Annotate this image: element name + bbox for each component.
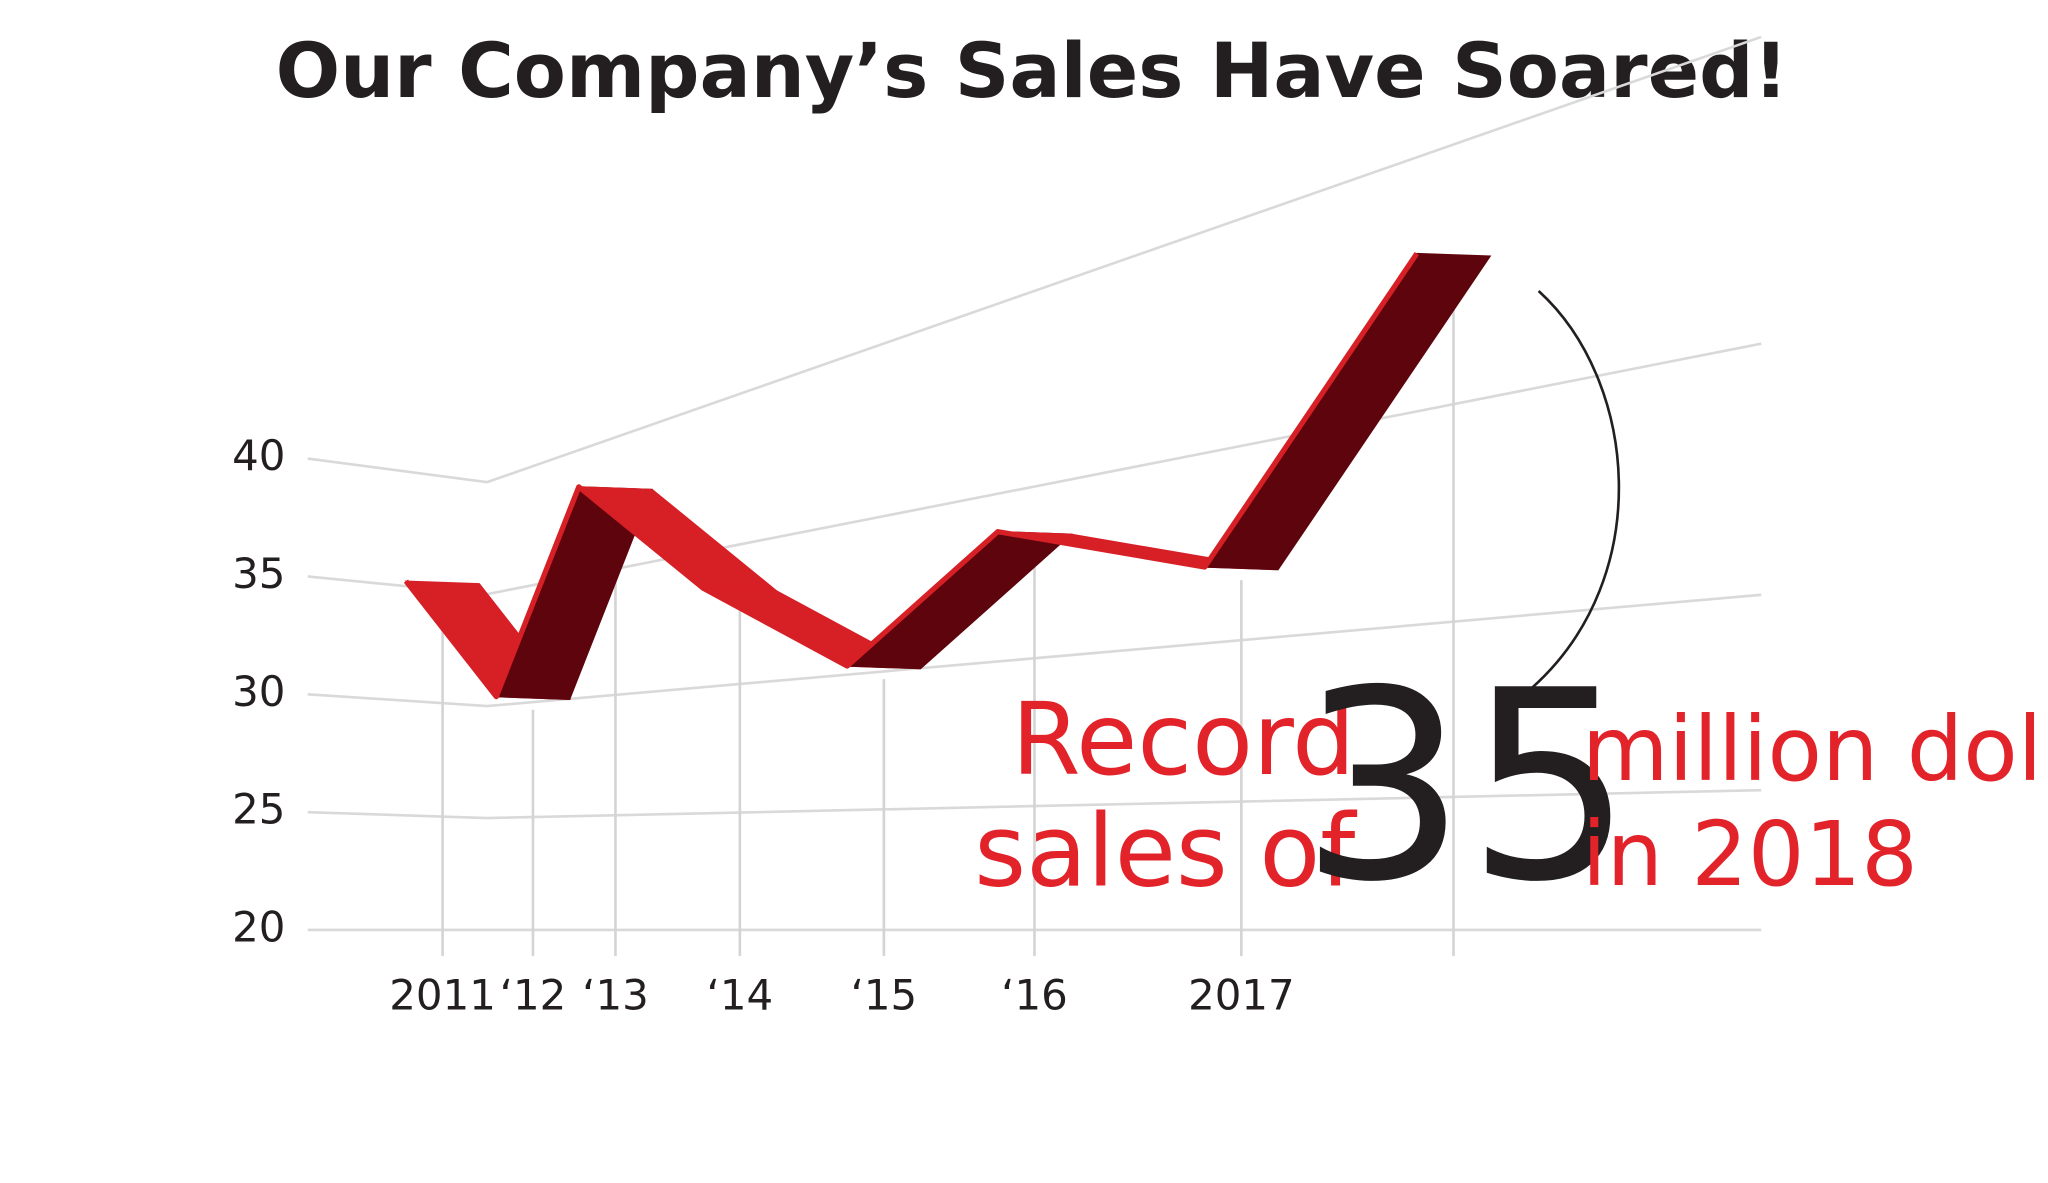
annotation-arc — [1531, 290, 1621, 689]
chart-title: Our Company’s Sales Have Soared! — [276, 27, 1789, 115]
ribbon-segment — [1203, 252, 1492, 571]
grid — [307, 35, 1762, 957]
ribbon-edge — [403, 252, 1420, 700]
x-tick-label: ‘15 — [851, 971, 918, 1020]
x-tick-label: ‘16 — [1001, 971, 1068, 1020]
plot — [403, 252, 1492, 700]
annotation-text: in 2018 — [1582, 802, 1918, 906]
x-tick-label: ‘14 — [707, 971, 774, 1020]
annotation-text: million dol — [1582, 697, 2043, 801]
y-tick-label: 30 — [232, 667, 285, 716]
y-tick-label: 20 — [232, 902, 285, 951]
ribbon-segment — [845, 530, 1073, 670]
annotation-number: 35 — [1300, 634, 1633, 939]
y-tick-label: 35 — [232, 549, 285, 598]
x-tick-label: 2017 — [1188, 971, 1295, 1020]
annotation-text: sales of — [974, 794, 1357, 909]
grid-line — [307, 788, 1762, 820]
x-tick-label: ‘13 — [582, 971, 649, 1020]
y-tick-label: 40 — [232, 431, 285, 480]
y-tick-label: 25 — [232, 785, 285, 834]
grid-line — [307, 593, 1762, 708]
x-tick-label: ‘12 — [500, 971, 567, 1020]
grid-line — [307, 35, 1762, 484]
x-tick-label: 2011 — [389, 971, 496, 1020]
annotation-text: Record — [1012, 683, 1356, 798]
